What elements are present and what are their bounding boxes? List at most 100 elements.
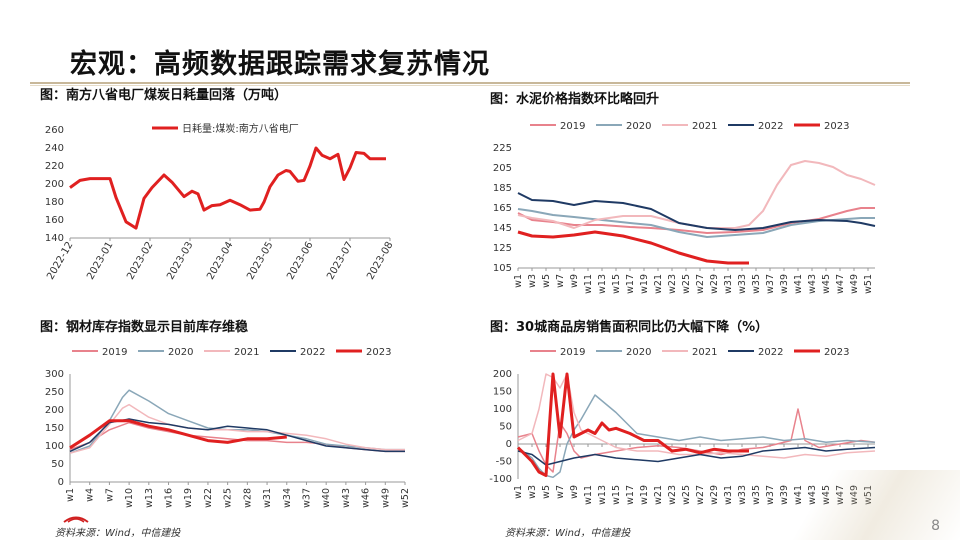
y-tick-label: 140	[45, 233, 64, 244]
x-tick-label: w17	[625, 485, 636, 505]
x-tick-label: w13	[144, 488, 155, 508]
x-tick-label: w1	[513, 485, 524, 499]
x-tick-label: w10	[124, 488, 135, 508]
series-line-2023	[69, 419, 287, 450]
x-tick-label: w1	[65, 488, 76, 502]
x-tick-label: w33	[737, 274, 748, 294]
x-tick-label: w21	[653, 485, 664, 505]
x-tick-label: 2023-01	[85, 240, 115, 282]
x-tick-label: w11	[583, 274, 594, 294]
x-tick-label: w43	[807, 274, 818, 294]
legend-label-2020: 2020	[168, 347, 193, 358]
x-tick-label: w41	[793, 274, 804, 294]
x-tick-label: w35	[751, 485, 762, 505]
x-tick-label: w49	[380, 488, 391, 508]
series-line-main	[69, 146, 386, 230]
legend-label-2021: 2021	[692, 121, 717, 132]
x-tick-label: w27	[695, 485, 706, 505]
x-tick-label: w52	[400, 488, 411, 508]
y-tick-label: 205	[493, 163, 512, 174]
legend-label-2023: 2023	[824, 347, 849, 358]
x-tick-label: w29	[709, 485, 720, 505]
x-tick-label: w41	[793, 485, 804, 505]
x-tick-label: w3	[527, 274, 538, 288]
x-tick-label: w39	[779, 485, 790, 505]
y-tick-label: 0	[58, 477, 64, 488]
y-tick-label: 200	[45, 405, 64, 416]
x-tick-label: w7	[555, 274, 566, 288]
y-tick-label: 145	[493, 223, 512, 234]
legend-label-2022: 2022	[300, 347, 325, 358]
series-line-2021	[69, 403, 405, 454]
x-tick-label: w25	[681, 274, 692, 294]
x-tick-label: 2022-12	[45, 240, 75, 282]
x-tick-label: 2023-05	[245, 240, 275, 282]
x-tick-label: w25	[681, 485, 692, 505]
y-tick-label: 50	[499, 422, 512, 433]
series-line-2020	[517, 394, 876, 479]
x-tick-label: w19	[639, 485, 650, 505]
x-tick-label: w31	[723, 274, 734, 294]
x-tick-label: w21	[653, 274, 664, 294]
legend-label-2019: 2019	[560, 121, 585, 132]
x-tick-label: w1	[513, 274, 524, 288]
title-divider	[30, 82, 910, 84]
y-tick-label: 50	[51, 459, 64, 470]
y-tick-label: 240	[45, 143, 64, 154]
x-tick-label: w5	[541, 274, 552, 288]
y-tick-label: 0	[506, 439, 512, 450]
legend-label-2020: 2020	[626, 347, 651, 358]
x-tick-label: w22	[203, 488, 214, 508]
x-tick-label: w23	[667, 485, 678, 505]
steel-chart-title: 图：钢材库存指数显示目前库存维稳	[40, 320, 249, 335]
x-tick-label: w4	[85, 488, 96, 502]
y-tick-label: 200	[45, 179, 64, 190]
x-tick-label: w37	[765, 485, 776, 505]
x-tick-label: 2023-08	[365, 240, 395, 282]
x-tick-label: w13	[597, 485, 608, 505]
legend-label-2022: 2022	[758, 121, 783, 132]
x-tick-label: w35	[751, 274, 762, 294]
x-tick-label: w7	[104, 488, 115, 502]
y-tick-label: 220	[45, 161, 64, 172]
y-tick-label: 150	[493, 387, 512, 398]
x-tick-label: 2023-03	[165, 240, 195, 282]
y-tick-label: 165	[493, 203, 512, 214]
x-tick-label: w45	[821, 274, 832, 294]
x-tick-label: w40	[321, 488, 332, 508]
series-line-2022	[517, 192, 876, 231]
company-logo	[63, 516, 89, 523]
cement-price-chart: 105 125 145 165 185 205 225 w1 w3 w5 w7 w9 w11 w13 w15…	[493, 121, 876, 294]
source-note-left: 资料来源：Wind，中信建投	[55, 528, 181, 539]
y-tick-label: 250	[45, 387, 64, 398]
x-tick-label: w19	[183, 488, 194, 508]
title-divider-secondary	[30, 85, 910, 86]
coal-chart-title: 图：南方八省电厂煤炭日耗量回落（万吨）	[40, 88, 288, 103]
x-tick-label: 2023-07	[325, 240, 355, 282]
x-tick-label: w11	[583, 485, 594, 505]
x-tick-label: w34	[282, 488, 293, 508]
x-tick-label: w7	[555, 485, 566, 499]
decorative-swoosh	[760, 470, 960, 540]
y-tick-label: 125	[493, 243, 512, 254]
legend-label-2021: 2021	[234, 347, 259, 358]
x-tick-label: 2023-04	[205, 240, 235, 282]
legend-label-2023: 2023	[366, 347, 391, 358]
x-tick-label: w51	[863, 485, 874, 505]
series-line-2023	[517, 230, 749, 265]
y-tick-label: 185	[493, 183, 512, 194]
y-tick-label: 100	[45, 441, 64, 452]
x-tick-label: w49	[849, 274, 860, 294]
x-tick-label: w3	[527, 485, 538, 499]
x-tick-label: w23	[667, 274, 678, 294]
x-tick-label: w46	[361, 488, 372, 508]
coal-consumption-chart: 140 160 180 200 220 240 260 2022-12 2023-01 2023-…	[45, 122, 396, 282]
x-tick-label: w47	[835, 274, 846, 294]
series-line-2021	[517, 160, 876, 229]
x-tick-label: w17	[625, 274, 636, 294]
y-tick-label: 100	[493, 404, 512, 415]
x-tick-label: w33	[737, 485, 748, 505]
steel-inventory-chart: 0 50 100 150 200 250 300 w1 w4 w7 w10 w13 w16 w19 w22 w…	[45, 347, 411, 508]
series-line-2023	[516, 372, 749, 477]
x-tick-label: w47	[835, 485, 846, 505]
